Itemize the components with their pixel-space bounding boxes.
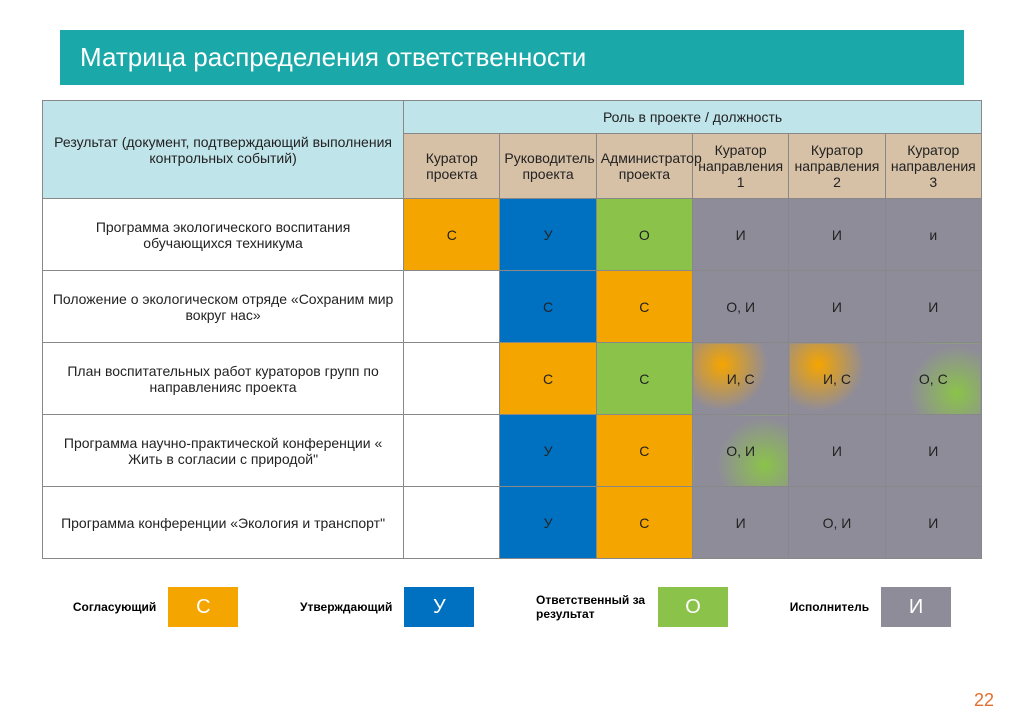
matrix-cell: С: [596, 487, 692, 559]
matrix-cell: У: [500, 487, 596, 559]
role-col-4: Куратор направления 2: [789, 134, 885, 199]
matrix-cell: И: [885, 487, 981, 559]
matrix-cell: И: [693, 199, 789, 271]
matrix-cell: [404, 343, 500, 415]
matrix-cell: И, С: [789, 343, 885, 415]
matrix-cell: С: [596, 271, 692, 343]
matrix-cell: [404, 271, 500, 343]
matrix-cell: И: [885, 415, 981, 487]
matrix-cell: И, С: [693, 343, 789, 415]
row-label: Программа научно-практической конференци…: [43, 415, 404, 487]
row-label: Программа экологического воспитания обуч…: [43, 199, 404, 271]
matrix-cell: С: [596, 343, 692, 415]
matrix-cell: и: [885, 199, 981, 271]
row-label: Положение о экологическом отряде «Сохран…: [43, 271, 404, 343]
legend-label: Исполнитель: [790, 600, 869, 614]
header-result: Результат (документ, подтверждающий выпо…: [43, 101, 404, 199]
responsibility-matrix: Результат (документ, подтверждающий выпо…: [42, 100, 982, 559]
row-label: Программа конференции «Экология и трансп…: [43, 487, 404, 559]
matrix-cell: С: [500, 343, 596, 415]
legend-item: Ответственный за результат О: [536, 587, 728, 627]
legend: Согласующий С Утверждающий У Ответственный з…: [42, 587, 982, 627]
matrix-cell: О, С: [885, 343, 981, 415]
matrix-cell: [404, 415, 500, 487]
row-label: План воспитательных работ кураторов груп…: [43, 343, 404, 415]
role-col-0: Куратор проекта: [404, 134, 500, 199]
matrix-cell: С: [500, 271, 596, 343]
matrix-cell: И: [693, 487, 789, 559]
matrix-cell: О, И: [693, 415, 789, 487]
header-role-title: Роль в проекте / должность: [404, 101, 982, 134]
matrix-cell: С: [404, 199, 500, 271]
matrix-cell: С: [596, 415, 692, 487]
table-row: Программа научно-практической конференци…: [43, 415, 982, 487]
legend-swatch: О: [658, 587, 728, 627]
legend-swatch: С: [168, 587, 238, 627]
matrix-cell: О, И: [789, 487, 885, 559]
role-col-3: Куратор направления 1: [693, 134, 789, 199]
matrix-cell: О: [596, 199, 692, 271]
legend-item: Согласующий С: [73, 587, 238, 627]
matrix-cell: У: [500, 199, 596, 271]
matrix-cell: И: [885, 271, 981, 343]
legend-label: Утверждающий: [300, 600, 392, 614]
matrix-cell: У: [500, 415, 596, 487]
page-number: 22: [974, 690, 994, 711]
legend-swatch: И: [881, 587, 951, 627]
table-row: Положение о экологическом отряде «Сохран…: [43, 271, 982, 343]
legend-item: Утверждающий У: [300, 587, 474, 627]
table-row: Программа экологического воспитания обуч…: [43, 199, 982, 271]
role-col-2: Администратор проекта: [596, 134, 692, 199]
matrix-cell: И: [789, 271, 885, 343]
role-col-1: Руководитель проекта: [500, 134, 596, 199]
legend-swatch: У: [404, 587, 474, 627]
matrix-cell: И: [789, 199, 885, 271]
table-row: Программа конференции «Экология и трансп…: [43, 487, 982, 559]
table-row: План воспитательных работ кураторов груп…: [43, 343, 982, 415]
matrix-cell: И: [789, 415, 885, 487]
matrix-cell: [404, 487, 500, 559]
role-col-5: Куратор направления 3: [885, 134, 981, 199]
matrix-cell: О, И: [693, 271, 789, 343]
slide-title: Матрица распределения ответственности: [60, 30, 964, 85]
legend-label: Ответственный за результат: [536, 593, 646, 621]
legend-item: Исполнитель И: [790, 587, 951, 627]
legend-label: Согласующий: [73, 600, 156, 614]
